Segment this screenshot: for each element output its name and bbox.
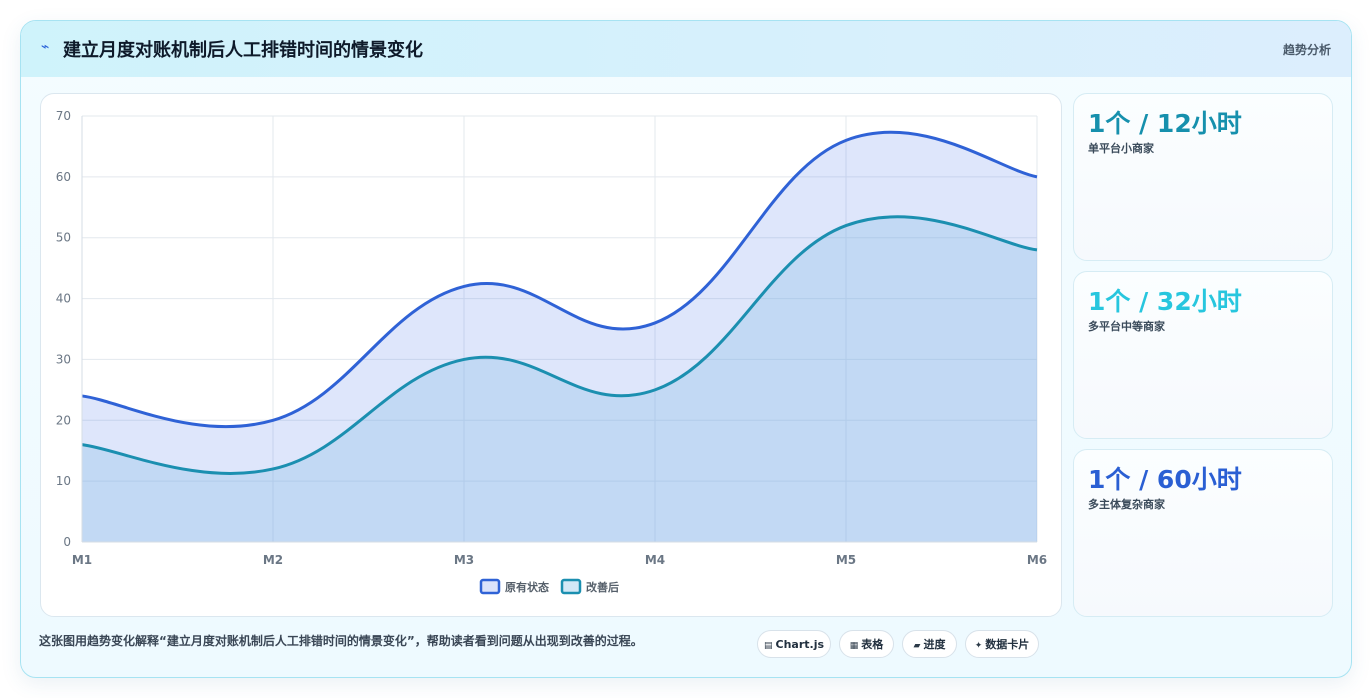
- stat-card-complex: 1个 / 60小时 多主体复杂商家: [1073, 449, 1333, 617]
- stat-value: 1个 / 12小时: [1088, 109, 1242, 138]
- area-chart: 0 10 20 30 40 50 60 70 M1 M2 M3 M4 M5 M6 原有状态 改善后: [56, 109, 1047, 595]
- stat-label: 多主体复杂商家: [1088, 498, 1165, 511]
- x-tick-label: M5: [836, 553, 856, 567]
- page-title: 建立月度对账机制后人工排错时间的情景变化: [63, 40, 423, 61]
- pill-label: 进度: [923, 638, 946, 651]
- series-area: [82, 132, 1037, 542]
- card-header: ⌁ 建立月度对账机制后人工排错时间的情景变化 趋势分析: [21, 21, 1351, 77]
- sparkle-icon: ✦: [974, 641, 983, 651]
- stat-card-small: 1个 / 12小时 单平台小商家: [1073, 93, 1333, 261]
- bolt-icon: ⌁: [41, 39, 50, 55]
- pill-table[interactable]: ▦ 表格: [839, 630, 894, 658]
- table-icon: ▦: [849, 641, 859, 651]
- stat-label: 多平台中等商家: [1088, 320, 1165, 333]
- y-tick-label: 40: [56, 292, 71, 306]
- chart-card: ⌁ 建立月度对账机制后人工排错时间的情景变化 趋势分析 0 10 20 30 40 50 6…: [20, 20, 1352, 678]
- y-tick-label: 0: [63, 535, 71, 549]
- pill-label: Chart.js: [775, 638, 825, 651]
- chart-icon: ▤: [763, 641, 773, 651]
- y-tick-label: 10: [56, 474, 71, 488]
- x-tick-label: M1: [72, 553, 92, 567]
- legend-label: 原有状态: [505, 580, 549, 594]
- pill-data-cards[interactable]: ✦ 数据卡片: [965, 630, 1039, 658]
- y-tick-label: 50: [56, 231, 71, 245]
- pill-progress[interactable]: ▰ 进度: [902, 630, 957, 658]
- x-tick-label: M3: [454, 553, 474, 567]
- series-line: [81, 215, 1038, 475]
- y-tick-label: 20: [56, 413, 71, 427]
- x-tick-label: M6: [1027, 553, 1047, 567]
- series-line: [81, 130, 1038, 429]
- legend-swatch: [479, 578, 501, 595]
- legend-swatch: [560, 578, 582, 595]
- chart-description: 这张图用趋势变化解释“建立月度对账机制后人工排错时间的情景变化”，帮助读者看到问…: [39, 634, 643, 648]
- category-tag: 趋势分析: [1282, 43, 1331, 57]
- y-tick-label: 60: [56, 170, 71, 184]
- legend-label: 改善后: [586, 580, 619, 594]
- y-tick-label: 30: [56, 352, 71, 366]
- pill-chartjs[interactable]: ▤ Chart.js: [757, 630, 831, 658]
- pill-label: 数据卡片: [985, 638, 1030, 651]
- stat-value: 1个 / 60小时: [1088, 465, 1242, 494]
- y-tick-label: 70: [56, 109, 71, 123]
- stat-card-medium: 1个 / 32小时 多平台中等商家: [1073, 271, 1333, 439]
- stat-label: 单平台小商家: [1088, 142, 1154, 155]
- x-tick-label: M2: [263, 553, 283, 567]
- progress-icon: ▰: [913, 641, 921, 651]
- x-tick-label: M4: [645, 553, 665, 567]
- pill-label: 表格: [861, 638, 884, 651]
- stat-value: 1个 / 32小时: [1088, 287, 1242, 316]
- chart-panel: 0 10 20 30 40 50 60 70 M1 M2 M3 M4 M5 M6 原有状态 改善后: [40, 93, 1062, 617]
